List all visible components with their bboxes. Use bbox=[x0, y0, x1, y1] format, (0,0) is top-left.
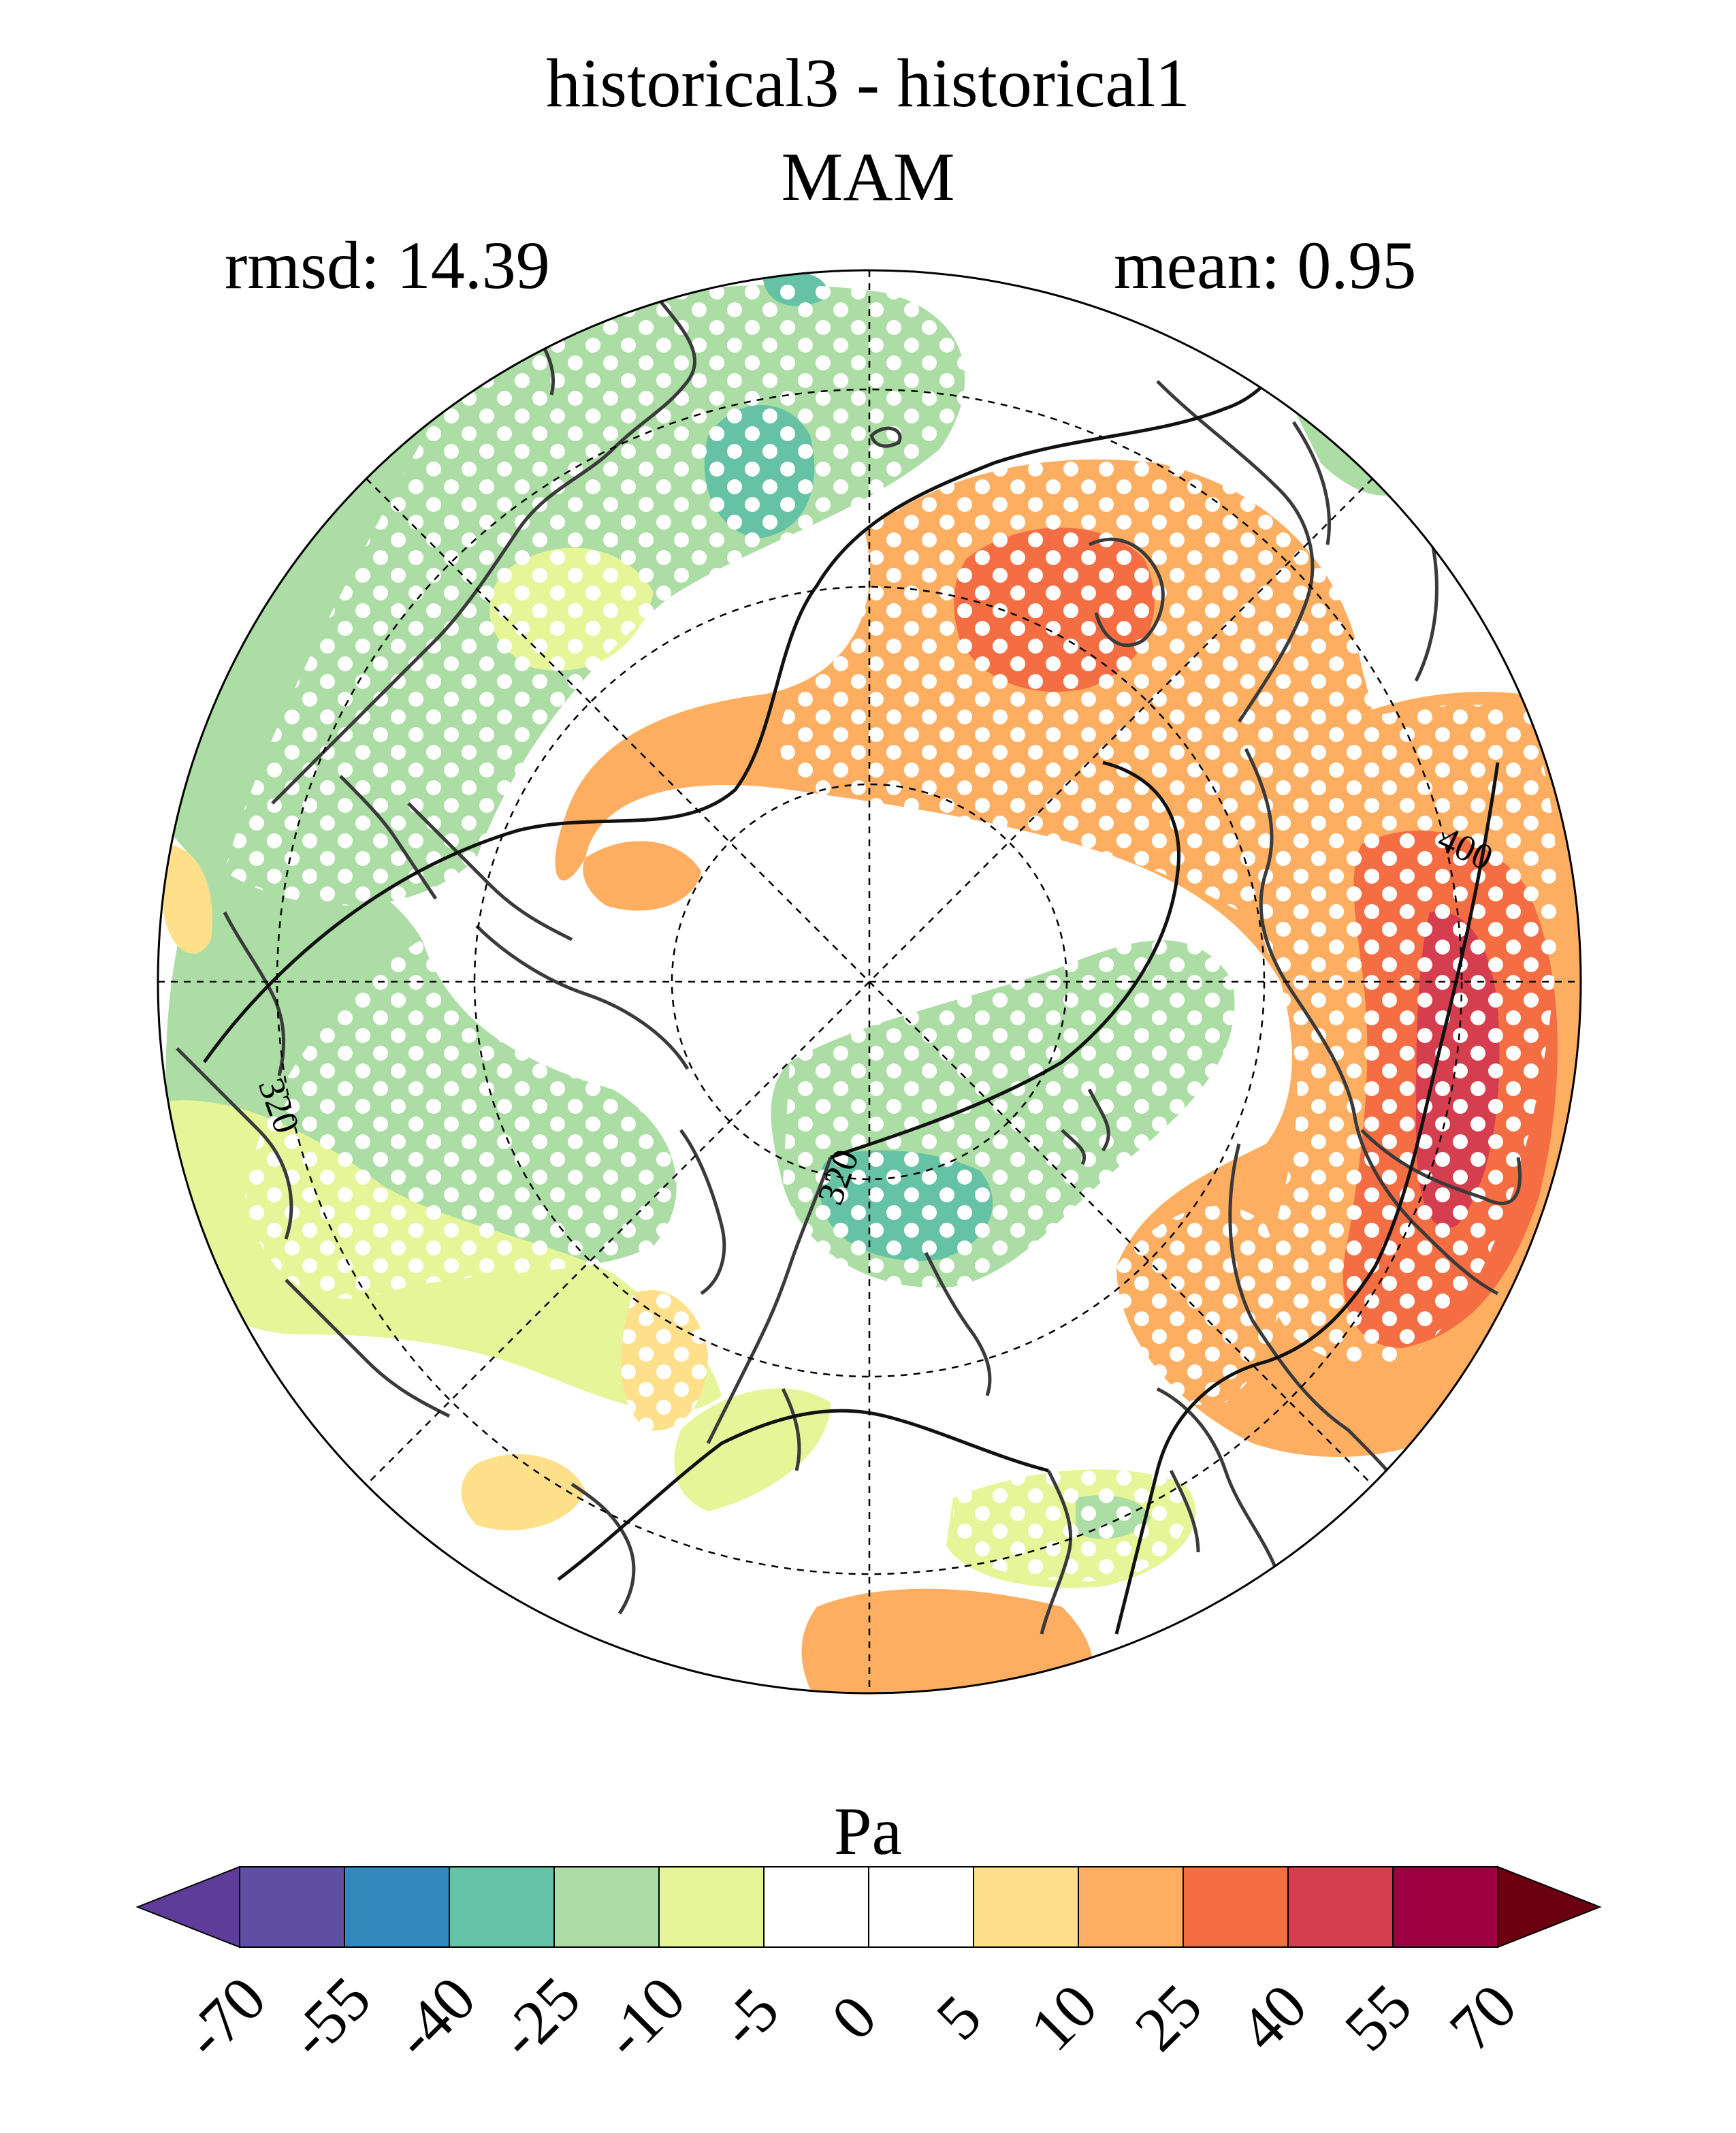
colorbar-box bbox=[1183, 1866, 1289, 1948]
colorbar-tick-label: 5 bbox=[923, 1982, 995, 2053]
colorbar-box bbox=[973, 1866, 1079, 1948]
region-pos-s bbox=[801, 1588, 1093, 1693]
contour-320-north bbox=[202, 312, 1309, 1063]
colorbar-box bbox=[1287, 1866, 1394, 1948]
contour-320-center bbox=[830, 760, 1180, 1159]
region-pos-center bbox=[583, 841, 701, 911]
colorbar-tick-label: 10 bbox=[1016, 1970, 1110, 2064]
rmsd-label: rmsd: 14.39 bbox=[225, 227, 550, 303]
map-field bbox=[158, 270, 1581, 1693]
significance-stippling bbox=[225, 285, 1558, 1582]
colorbar-tick-label: -5 bbox=[706, 1974, 792, 2060]
colorbar-box bbox=[449, 1866, 555, 1948]
contour-400-east bbox=[1114, 762, 1500, 1635]
colorbar-tick-label: -55 bbox=[276, 1963, 384, 2072]
colorbar-box bbox=[763, 1866, 869, 1948]
colorbar-arrow-high bbox=[1497, 1865, 1602, 1948]
colorbar-box bbox=[1392, 1866, 1498, 1948]
colorbar: -70-55-40-25-10 -5 0 5 10 25 40 55 70 bbox=[135, 1865, 1602, 2072]
colorbar-tick-label: -70 bbox=[171, 1963, 279, 2072]
colorbar-tick-label: -40 bbox=[381, 1963, 489, 2072]
map-boundary bbox=[157, 269, 1582, 1695]
colorbar-box bbox=[553, 1866, 660, 1948]
contour-lines bbox=[202, 312, 1500, 1635]
colorbar-box bbox=[239, 1866, 345, 1948]
region-pos-w bbox=[163, 844, 212, 954]
graticule bbox=[158, 270, 1581, 1693]
region-neg-s bbox=[674, 1388, 831, 1511]
colorbar-box bbox=[658, 1866, 765, 1948]
mean-label: mean: 0.95 bbox=[1114, 227, 1417, 303]
colorbar-tick-label: 40 bbox=[1226, 1970, 1319, 2064]
colorbar-tick-label: 55 bbox=[1331, 1970, 1424, 2064]
colorbar-tick-label: 70 bbox=[1436, 1970, 1529, 2064]
colorbar-box bbox=[868, 1866, 974, 1948]
contour-320-sw bbox=[557, 1409, 1049, 1581]
season-label: MAM bbox=[781, 139, 955, 216]
colorbar-arrow-low bbox=[135, 1865, 240, 1948]
colorbar-tick-label: 25 bbox=[1121, 1970, 1215, 2064]
region-pos-ssw bbox=[461, 1454, 585, 1530]
colorbar-tick-label: 0 bbox=[818, 1982, 890, 2053]
colorbar-tick-label: -10 bbox=[590, 1963, 698, 2072]
map-title: historical3 - historical1 bbox=[545, 45, 1191, 122]
colorbar-tick-label: -25 bbox=[485, 1963, 594, 2072]
units-label: Pa bbox=[834, 1793, 902, 1869]
colorbar-box bbox=[1078, 1866, 1184, 1948]
colorbar-box bbox=[344, 1866, 450, 1948]
